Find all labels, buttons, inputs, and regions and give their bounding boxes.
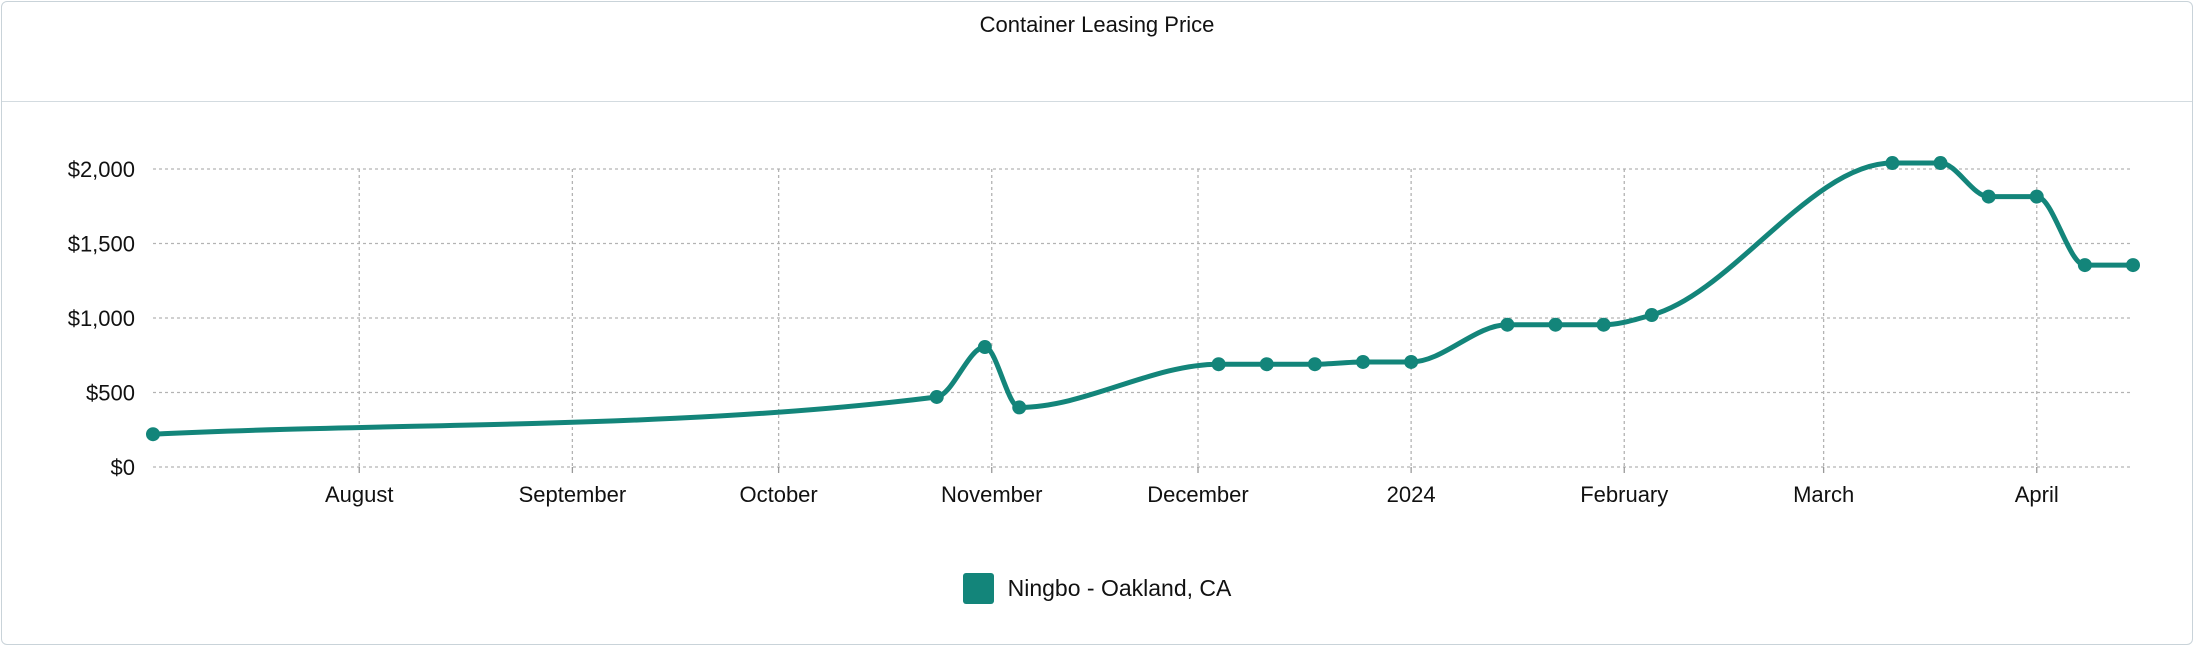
data-point <box>1500 317 1515 332</box>
data-point <box>1404 354 1419 369</box>
chart-header: Container Leasing Price <box>2 2 2192 102</box>
data-point <box>1259 357 1274 372</box>
data-point <box>1981 189 1996 204</box>
data-point <box>1012 400 1027 415</box>
data-point <box>1356 354 1370 369</box>
x-tick-label: August <box>325 482 394 507</box>
legend-label[interactable]: Ningbo - Oakland, CA <box>1007 575 1232 601</box>
grid-lines <box>153 168 2133 473</box>
chart-legend: Ningbo - Oakland, CA <box>2 573 2192 604</box>
series-line <box>150 160 2136 437</box>
y-tick-label: $0 <box>111 455 135 480</box>
y-tick-label: $2,000 <box>68 157 135 182</box>
data-point <box>1596 317 1611 332</box>
x-tick-label: April <box>2015 482 2059 507</box>
data-point <box>2029 189 2044 204</box>
data-point <box>1933 156 1948 171</box>
y-tick-label: $500 <box>86 381 135 406</box>
data-point <box>1211 357 1226 372</box>
axis-labels: $0 $500 $1,000 $1,500 $2,000 August September O… <box>68 157 2059 507</box>
data-point <box>2077 258 2092 273</box>
data-point <box>929 389 944 404</box>
x-tick-label: 2024 <box>1387 482 1436 507</box>
x-tick-label: December <box>1147 482 1248 507</box>
chart-title: Container Leasing Price <box>979 12 1215 37</box>
x-tick-label: November <box>941 482 1042 507</box>
x-tick-label: September <box>519 482 627 507</box>
x-tick-label: October <box>739 482 817 507</box>
data-point <box>1885 156 1900 171</box>
y-tick-label: $1,000 <box>68 306 135 331</box>
series-layer <box>146 156 2140 442</box>
data-point <box>977 340 992 355</box>
x-tick-label: March <box>1793 482 1854 507</box>
data-point <box>146 427 160 442</box>
data-point <box>2126 258 2140 273</box>
data-point <box>1548 317 1563 332</box>
data-point <box>1307 357 1322 372</box>
y-tick-label: $1,500 <box>68 232 135 257</box>
x-tick-label: February <box>1580 482 1668 507</box>
data-point <box>1644 308 1659 323</box>
legend-swatch[interactable] <box>962 573 994 604</box>
